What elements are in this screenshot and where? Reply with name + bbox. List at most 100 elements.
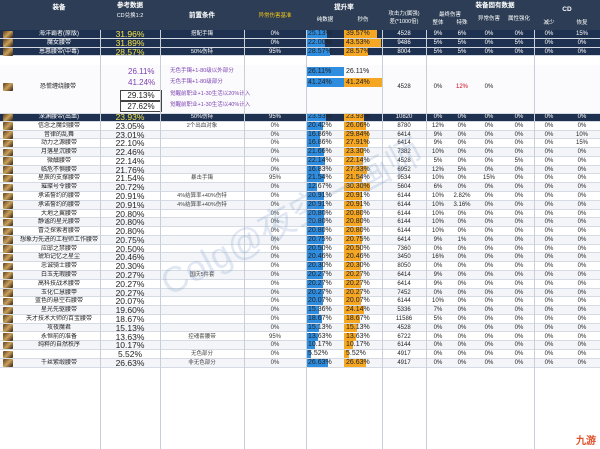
- special-note4: 觉醒前职业+1-30生活以40%计入: [170, 102, 251, 108]
- cd-reduce-value: 0%: [544, 324, 554, 331]
- cd-ratio-value: 20.80%: [115, 209, 145, 218]
- pure-data-value: 20.27%: [306, 288, 344, 297]
- belt-icon: [3, 253, 13, 262]
- prerequisite-value: [160, 39, 244, 47]
- table-row: 蓝色的悬空石腰带 20.07% 0% 20.07% 20.07% 6144 10% 0% 0% 0…: [0, 297, 600, 307]
- table-row: 海洋霸者(原版) 31.96% 搭配手镯 0% 25.13% 39.57% 4528 9% 6%…: [0, 30, 600, 39]
- pure-data-value: 21.54%: [306, 174, 344, 183]
- sec-dmg-value: 22.14%: [344, 156, 382, 165]
- cd-ratio-value: 15.13%: [115, 323, 145, 332]
- pure-data-text: 16.86%: [308, 139, 332, 147]
- divider: [100, 30, 101, 449]
- sec-dmg-text: 29.84%: [346, 130, 370, 138]
- abnormal-boost-value: 0%: [484, 254, 494, 261]
- whole-value: 9%: [433, 272, 443, 279]
- pure-data-bar: [306, 121, 324, 130]
- special-value: 0%: [457, 263, 467, 270]
- cd-reduce-value: 0%: [544, 228, 554, 235]
- belt-icon: [3, 280, 13, 288]
- divider: [306, 30, 307, 449]
- cd-ratio-value: 20.75%: [115, 235, 145, 244]
- table-row: 5.52% 无色部分 0% 5.52% 5.52% 4917 0% 0% 0% 0% 0% 0%: [0, 350, 600, 359]
- sec-dmg-text: 20.07%: [346, 297, 370, 305]
- equipment-name: 大地之翼腰带: [40, 210, 77, 217]
- abnormal-base-value: 0%: [270, 307, 280, 314]
- whole-value: 9%: [433, 140, 443, 147]
- cd-reduce-value: 0%: [544, 351, 554, 358]
- pure-data-bar: [306, 113, 327, 121]
- cd-ratio-value: 20.72%: [115, 183, 145, 192]
- sec-dmg-bar: [344, 113, 365, 121]
- abnormal-boost-value: 0%: [484, 210, 494, 217]
- cd-reduce-value: 0%: [544, 31, 554, 37]
- abnormal-boost-value: 0%: [484, 228, 494, 235]
- atk-gap-value: 4528: [397, 157, 411, 164]
- cd-ignore-value: 0%: [577, 280, 587, 287]
- whole-value: 9%: [433, 236, 443, 243]
- prerequisite-value: [160, 297, 244, 305]
- table-row: 星辰的支撑腰带 21.54% 暴击手镯 95% 21.54% 21.54% 9534 10% 0…: [0, 174, 600, 184]
- atk-gap-value: 6144: [397, 342, 411, 349]
- abnormal-base-value: 0%: [270, 39, 280, 46]
- prerequisite-value: 非无色部分: [188, 359, 216, 366]
- pure-data-text: 16.86%: [308, 130, 332, 138]
- attr-boost-value: 0%: [514, 175, 524, 182]
- abnormal-boost-value: 0%: [484, 342, 494, 349]
- belt-icon: [3, 39, 13, 47]
- sec-dmg-value: 28.57%: [344, 47, 382, 56]
- special-sec1: 26.11%: [346, 68, 370, 75]
- cd-ratio-value: 26.63%: [115, 358, 145, 367]
- abnormal-boost-value: 0%: [484, 359, 494, 366]
- cd-ratio-value: 13.63%: [115, 332, 145, 341]
- sec-dmg-bar: [344, 165, 368, 174]
- attr-boost-value: 0%: [514, 236, 524, 243]
- pure-data-value: 20.42%: [306, 121, 344, 130]
- pure-data-value: 16.83%: [306, 165, 344, 174]
- pure-data-value: 10.17%: [306, 341, 344, 350]
- sec-dmg-value: 20.27%: [344, 279, 382, 288]
- sec-dmg-text: 18.67%: [346, 314, 370, 322]
- attr-boost-value: 0%: [514, 193, 524, 200]
- belt-icon: [3, 297, 13, 306]
- special-value: 0%: [457, 122, 467, 129]
- atk-gap-value: 4528: [397, 324, 411, 331]
- prerequisite-value: [160, 148, 244, 156]
- prerequisite-value: 2个出血对象: [186, 122, 218, 129]
- special-value: 6%: [457, 31, 467, 37]
- atk-gap-value: 3450: [397, 254, 411, 261]
- belt-icon: [3, 83, 13, 91]
- sec-dmg-bar: [344, 262, 362, 271]
- col-pure-data: 纯数据: [316, 17, 334, 23]
- sec-dmg-value: 20.80%: [344, 227, 382, 236]
- special-value: 0%: [457, 175, 467, 182]
- abnormal-base-value: 0%: [270, 298, 280, 305]
- abnormal-base-value: 0%: [270, 140, 280, 147]
- equipment-name: 音律的乱舞: [43, 131, 74, 138]
- pure-data-bar: [306, 323, 319, 332]
- pure-data-value: 20.80%: [306, 218, 344, 227]
- cd-reduce-value: 0%: [544, 210, 554, 217]
- table-row: 动力之源腰带 22.10% 0% 16.86% 27.91% 6414 9% 0% 0% 0% 0%…: [0, 139, 600, 149]
- sec-dmg-value: 27.91%: [344, 139, 382, 148]
- belt-icon: [3, 218, 13, 227]
- abnormal-base-value: 95%: [268, 48, 281, 55]
- special-sec2: 41.24%: [346, 79, 370, 86]
- cd-reduce-value: 0%: [544, 289, 554, 296]
- atk-gap-value: 6952: [397, 166, 411, 173]
- pure-data-bar: [306, 200, 324, 209]
- attr-boost-value: 0%: [514, 219, 524, 226]
- cd-reduce-value: 0%: [544, 114, 554, 120]
- cd-ignore-value: 0%: [577, 333, 587, 340]
- pure-data-value: 22.14%: [306, 156, 344, 165]
- belt-icon: [3, 306, 13, 315]
- sec-dmg-text: 30.30%: [346, 183, 370, 191]
- abnormal-boost-value: 0%: [484, 184, 494, 191]
- sec-dmg-value: 26.06%: [344, 121, 382, 130]
- sec-dmg-value: 20.50%: [344, 244, 382, 253]
- prerequisite-value: [160, 306, 244, 314]
- table-row: 承诺誓约的腰带 20.91% 4%结算率+40%伤特 0% 20.91% 20.91% 61…: [0, 192, 600, 201]
- divider: [382, 30, 383, 449]
- prerequisite-value: [160, 131, 244, 139]
- sec-dmg-bar: [344, 200, 362, 209]
- equipment-name: 星辰的支撑腰带: [37, 175, 80, 182]
